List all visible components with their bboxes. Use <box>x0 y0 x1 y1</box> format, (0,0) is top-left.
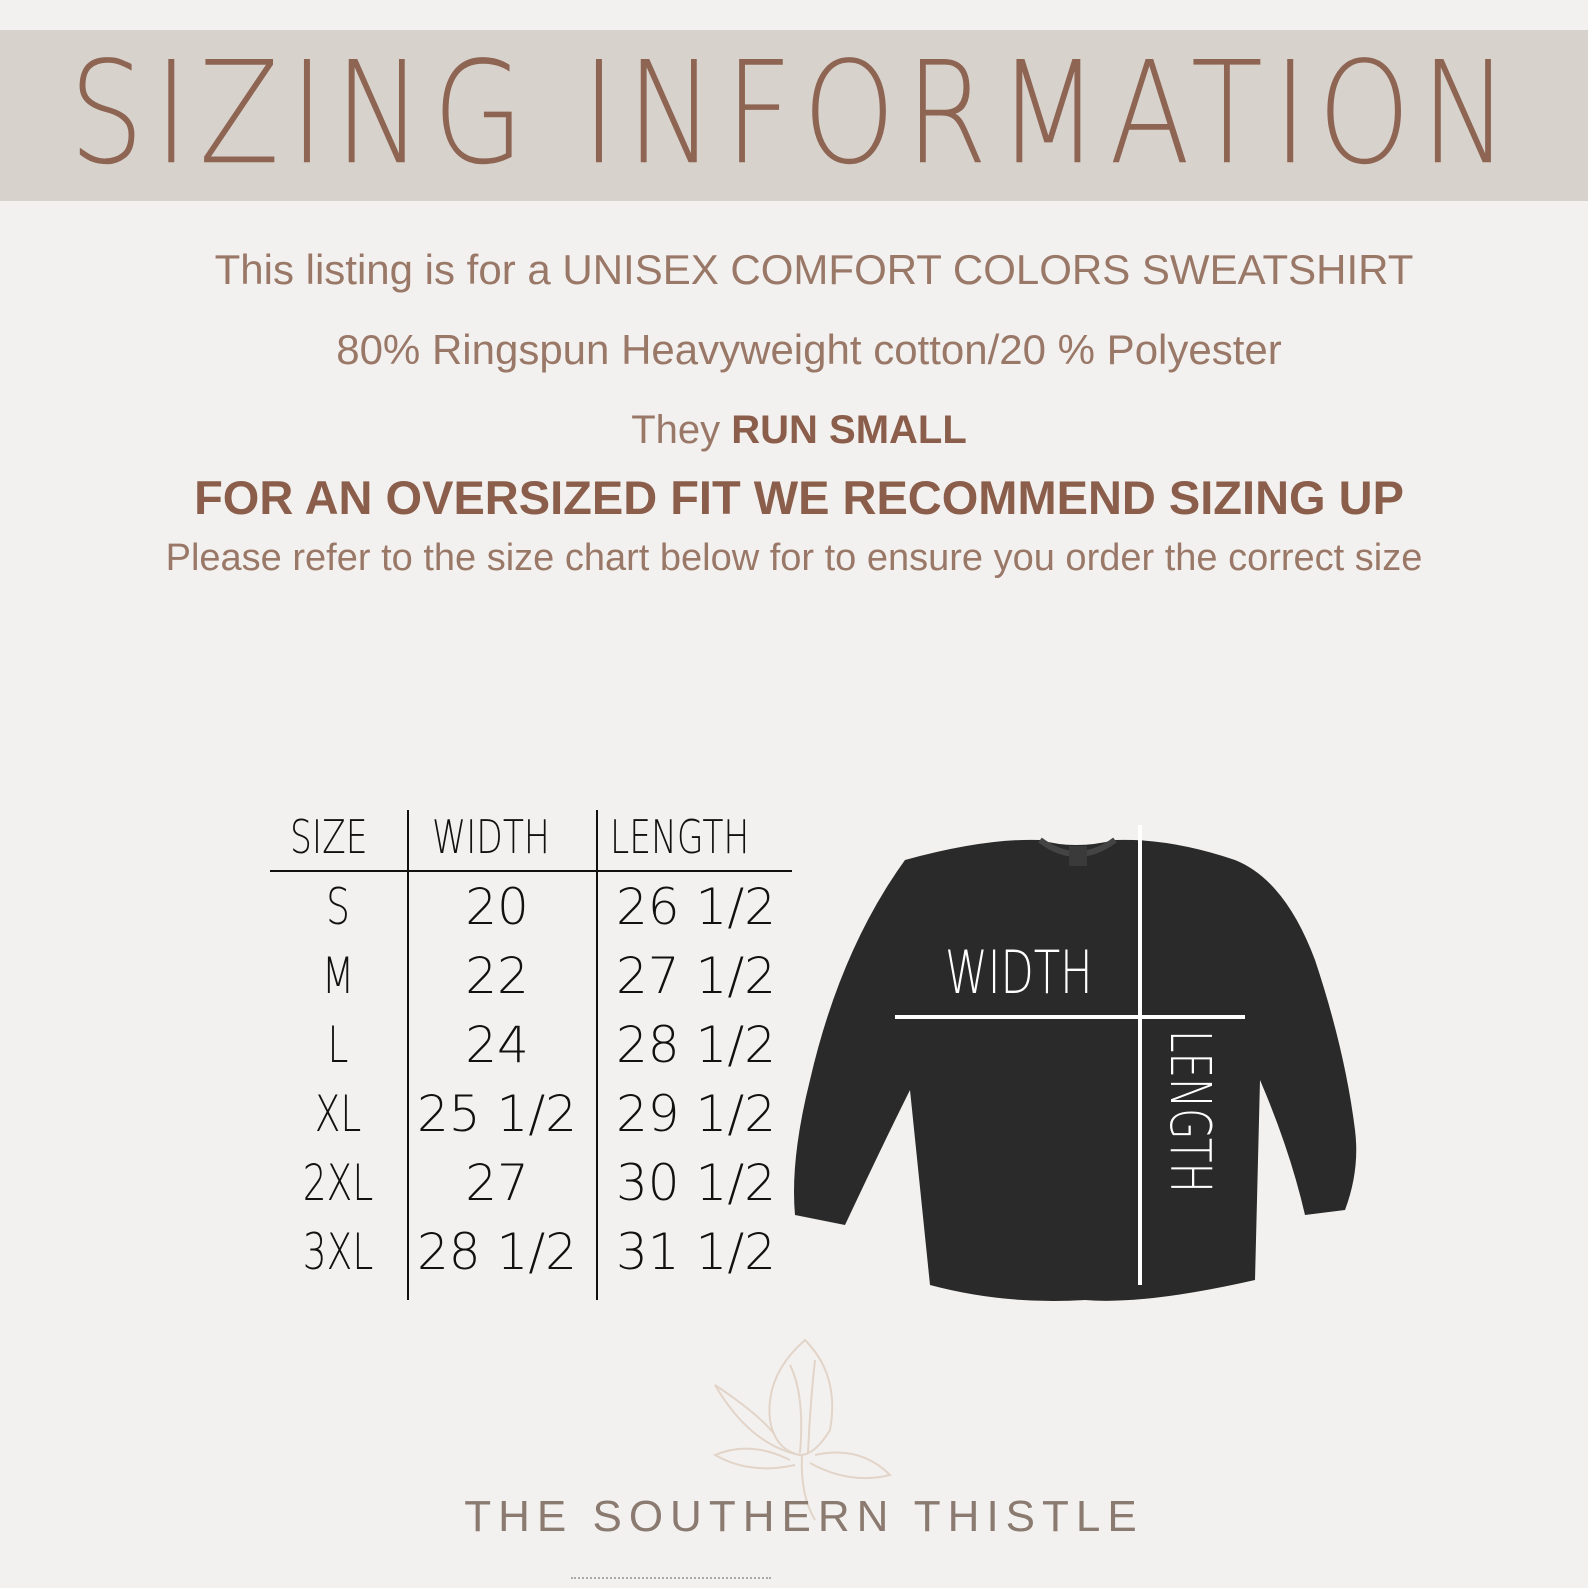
length-label: LENGTH <box>1157 1030 1222 1193</box>
size-cell: M <box>321 947 355 1005</box>
material-info: 80% Ringspun Heavyweight cotton/20 % Pol… <box>336 326 1282 373</box>
size-cell: S <box>326 878 350 936</box>
size-cell: 3XL <box>302 1223 374 1281</box>
sweatshirt-diagram <box>794 825 1357 1301</box>
size-cell: L <box>327 1016 349 1074</box>
page-title: SIZING INFORMATION <box>69 30 1519 196</box>
column-header-length: LENGTH <box>610 810 750 864</box>
length-cell: 28 1/2 <box>616 1016 776 1074</box>
length-cell: 27 1/2 <box>616 947 776 1005</box>
width-cell: 28 1/2 <box>417 1223 577 1281</box>
sizing-recommendation: FOR AN OVERSIZED FIT WE RECOMMEND SIZING… <box>194 471 1404 524</box>
thistle-icon <box>712 1338 892 1521</box>
fit-note-bold: RUN SMALL <box>731 408 967 452</box>
fit-note-prefix: They <box>631 408 732 452</box>
divider <box>571 1577 771 1579</box>
width-cell: 22 <box>465 947 529 1005</box>
header-band <box>0 30 1588 201</box>
header-rule <box>270 870 792 872</box>
width-label: WIDTH <box>945 938 1093 1008</box>
fit-note: They RUN SMALL <box>0 408 1588 453</box>
size-cell: 2XL <box>302 1154 374 1212</box>
width-cell: 24 <box>465 1016 529 1074</box>
length-cell: 29 1/2 <box>616 1085 776 1143</box>
size-cell: XL <box>314 1085 362 1143</box>
size-chart-note: Please refer to the size chart below for… <box>165 537 1423 579</box>
brand-name: THE SOUTHERN THISTLE <box>464 1492 1144 1541</box>
length-cell: 30 1/2 <box>616 1154 776 1212</box>
length-cell: 31 1/2 <box>616 1223 776 1281</box>
width-cell: 25 1/2 <box>417 1085 577 1143</box>
column-divider <box>596 810 598 1300</box>
size-table: SIZE WIDTH LENGTH S 20 26 1/2 M 22 27 1/2 L 24 2… <box>270 810 795 1300</box>
sweatshirt-body <box>794 839 1357 1301</box>
column-header-size: SIZE <box>290 810 368 864</box>
column-divider <box>407 810 409 1300</box>
width-cell: 20 <box>465 878 529 936</box>
column-header-width: WIDTH <box>432 810 550 864</box>
listing-description: This listing is for a UNISEX COMFORT COL… <box>214 246 1414 293</box>
width-cell: 27 <box>465 1154 529 1212</box>
length-cell: 26 1/2 <box>616 878 776 936</box>
